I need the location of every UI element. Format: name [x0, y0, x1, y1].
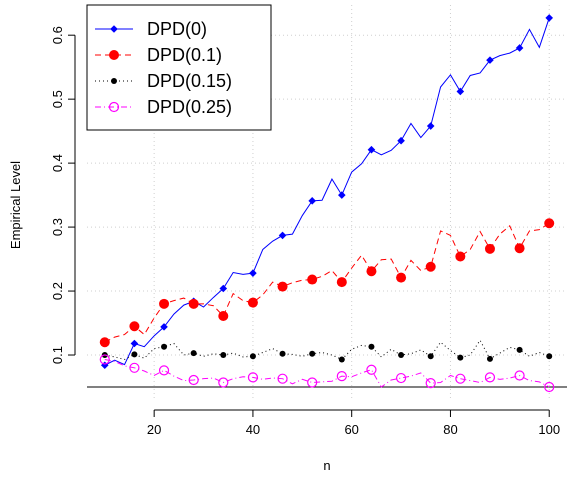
y-tick-label: 0.1	[50, 346, 65, 364]
data-point	[425, 378, 436, 389]
x-tick-label: 60	[344, 422, 358, 437]
data-point	[249, 353, 256, 360]
data-point	[486, 56, 494, 64]
data-point	[336, 277, 347, 288]
series-line	[104, 222, 550, 343]
data-point	[218, 377, 229, 388]
data-point	[398, 352, 405, 359]
legend-marker	[110, 25, 118, 33]
y-tick-label: 0.5	[50, 90, 65, 108]
series-3	[101, 339, 553, 363]
series-line	[104, 17, 550, 366]
y-axis-label: Empirical Level	[8, 161, 23, 249]
data-point	[99, 354, 110, 365]
x-tick-label: 80	[443, 422, 457, 437]
data-point	[219, 284, 228, 293]
data-point	[129, 362, 140, 373]
series-line	[104, 358, 550, 388]
data-point	[161, 343, 168, 350]
data-point	[457, 354, 464, 361]
data-point	[277, 373, 288, 384]
y-tick-label: 0.3	[50, 218, 65, 236]
x-tick-label: 40	[246, 422, 260, 437]
legend-marker	[111, 78, 117, 84]
data-point	[338, 191, 346, 199]
data-point	[514, 370, 525, 381]
data-point	[218, 310, 229, 321]
grid	[87, 5, 567, 398]
data-point	[484, 243, 495, 254]
data-point	[188, 298, 199, 309]
series-layer	[99, 14, 555, 393]
data-point	[277, 281, 288, 292]
data-point	[367, 145, 376, 154]
data-point	[455, 251, 466, 262]
data-point	[484, 372, 496, 383]
data-point	[190, 350, 197, 357]
data-point	[455, 373, 466, 384]
y-tick-label: 0.6	[50, 26, 65, 44]
legend-label: DPD(0.15)	[147, 71, 232, 91]
data-point	[514, 243, 525, 254]
legend-label: DPD(0)	[147, 19, 207, 39]
series-2	[99, 218, 555, 348]
data-point	[545, 14, 554, 22]
data-point	[247, 297, 258, 308]
data-point	[515, 44, 524, 52]
y-tick-label: 0.4	[50, 154, 65, 172]
y-tick-label: 0.2	[50, 282, 65, 300]
data-point	[307, 274, 318, 285]
data-point	[544, 381, 555, 393]
data-point	[188, 374, 199, 386]
x-axis-label: n	[323, 458, 330, 473]
data-point	[99, 337, 110, 348]
data-point	[544, 218, 555, 229]
data-point	[309, 350, 316, 357]
legend-label: DPD(0.25)	[147, 97, 232, 117]
data-point	[486, 355, 493, 362]
data-point	[131, 351, 138, 358]
legend-marker	[108, 101, 120, 113]
legend-label: DPD(0.1)	[147, 45, 222, 65]
x-tick-label: 20	[147, 422, 161, 437]
data-point	[427, 353, 434, 360]
data-point	[425, 261, 436, 272]
data-point	[396, 272, 407, 283]
data-point	[130, 339, 139, 348]
x-tick-label: 100	[538, 422, 560, 437]
data-point	[395, 372, 407, 384]
legend-marker	[109, 50, 119, 60]
data-point	[307, 377, 318, 388]
data-point	[220, 352, 227, 359]
data-point	[247, 372, 259, 383]
axes: 20 40 60 80 100 0.1 0.2 0.3 0.4 0.5 0.6	[50, 26, 560, 437]
data-point	[397, 136, 405, 145]
data-point	[278, 231, 287, 240]
series-line	[104, 339, 550, 361]
data-point	[129, 321, 140, 332]
data-point	[249, 269, 257, 277]
data-point	[456, 87, 465, 96]
data-point	[279, 350, 286, 357]
data-point	[336, 371, 347, 382]
data-point	[159, 298, 170, 309]
data-point	[426, 122, 435, 130]
legend: DPD(0) DPD(0.1) DPD(0.15) DPD(0.25)	[86, 4, 272, 131]
data-point	[546, 353, 553, 360]
data-point	[338, 356, 345, 363]
data-point	[160, 323, 168, 331]
data-point	[158, 365, 170, 376]
data-point	[366, 266, 377, 277]
data-point	[368, 343, 375, 350]
series-4	[99, 354, 555, 393]
data-point	[366, 364, 377, 375]
series-1	[100, 14, 554, 370]
data-point	[516, 346, 523, 353]
data-point	[308, 197, 316, 205]
